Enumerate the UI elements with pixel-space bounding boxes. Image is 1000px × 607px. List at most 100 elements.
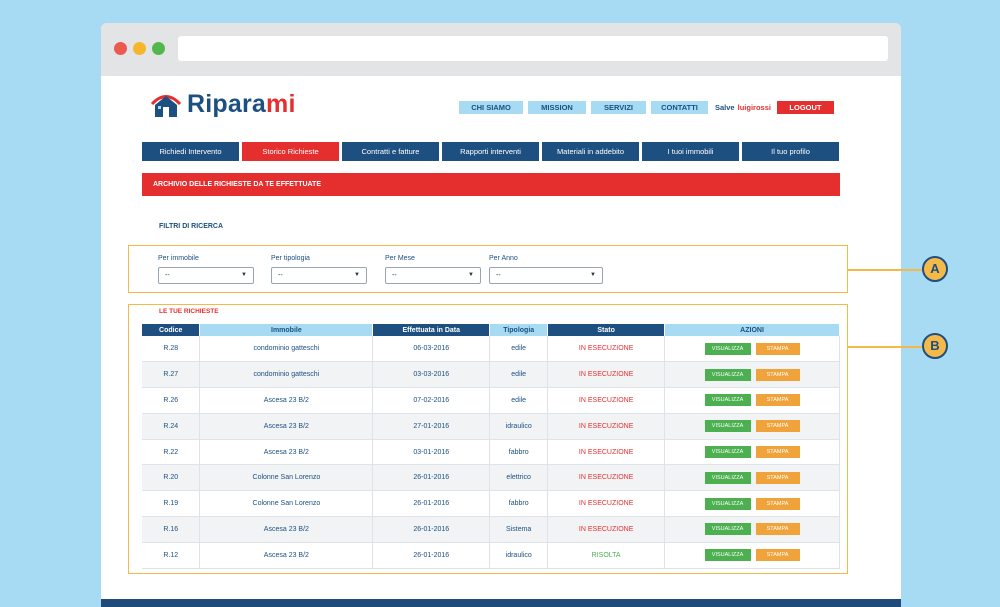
cell-stato: RISOLTA — [547, 542, 666, 569]
minimize-window-dot[interactable] — [133, 42, 146, 55]
stampa-button[interactable]: STAMPA — [755, 446, 800, 459]
cell-data: 03-01-2016 — [372, 439, 491, 466]
cell-data: 26-01-2016 — [372, 516, 491, 543]
filter-tipologia-select[interactable]: -- ▼ — [271, 267, 367, 284]
nav-contatti[interactable]: CONTATTI — [651, 101, 708, 114]
cell-immobile: condominio gatteschi — [199, 361, 374, 389]
cell-stato: IN ESECUZIONE — [547, 439, 666, 466]
logout-button[interactable]: LOGOUT — [776, 101, 834, 114]
tab-tuoi-immobili[interactable]: I tuoi immobili — [642, 142, 739, 161]
table-row[interactable]: R.27 condominio gatteschi 03-03-2016 edile I… — [142, 361, 840, 389]
highlight-box-b — [128, 304, 848, 574]
cell-azioni: VISUALIZZA STAMPA — [664, 413, 840, 440]
list-title: LE TUE RICHIESTE — [159, 308, 219, 315]
stampa-button[interactable]: STAMPA — [755, 420, 800, 433]
visualizza-button[interactable]: VISUALIZZA — [704, 342, 751, 355]
filter-anno: Per Anno -- ▼ — [489, 255, 603, 284]
filter-mese-select[interactable]: -- ▼ — [385, 267, 481, 284]
maximize-window-dot[interactable] — [152, 42, 165, 55]
marker-b: B — [922, 333, 948, 359]
stampa-button[interactable]: STAMPA — [755, 523, 800, 536]
stampa-button[interactable]: STAMPA — [755, 549, 800, 562]
highlight-box-a — [128, 245, 848, 293]
cell-codice: R.12 — [142, 542, 201, 569]
tab-richiedi-intervento[interactable]: Richiedi Intervento — [142, 142, 239, 161]
address-bar[interactable] — [178, 36, 888, 61]
cell-immobile: Ascesa 23 B/2 — [199, 439, 374, 466]
stampa-button[interactable]: STAMPA — [755, 368, 800, 381]
table-row[interactable]: R.19 Colonne San Lorenzo 26-01-2016 fabbro I… — [142, 490, 840, 518]
visualizza-button[interactable]: VISUALIZZA — [704, 523, 751, 536]
cell-codice: R.26 — [142, 387, 201, 414]
cell-tipologia: fabbro — [489, 439, 549, 466]
cell-tipologia: Sistema — [489, 516, 549, 543]
cell-azioni: VISUALIZZA STAMPA — [664, 439, 840, 466]
table-row[interactable]: R.12 Ascesa 23 B/2 26-01-2016 idraulico RISO… — [142, 542, 840, 569]
table-row[interactable]: R.24 Ascesa 23 B/2 27-01-2016 idraulico IN E… — [142, 413, 840, 440]
chevron-down-icon: ▼ — [590, 272, 596, 278]
cell-data: 07-02-2016 — [372, 387, 491, 414]
marker-b-line — [848, 346, 922, 348]
visualizza-button[interactable]: VISUALIZZA — [704, 497, 751, 510]
visualizza-button[interactable]: VISUALIZZA — [704, 446, 751, 459]
greeting: Salve — [715, 103, 735, 112]
cell-immobile: Colonne San Lorenzo — [199, 464, 374, 492]
top-navigation: CHI SIAMO MISSION SERVIZI CONTATTI Salve… — [459, 101, 834, 114]
cell-azioni: VISUALIZZA STAMPA — [664, 464, 840, 492]
cell-azioni: VISUALIZZA STAMPA — [664, 542, 840, 569]
header-codice[interactable]: Codice — [142, 324, 201, 336]
username[interactable]: luigirossi — [737, 103, 771, 112]
logo[interactable]: Riparami — [149, 89, 296, 119]
cell-data: 26-01-2016 — [372, 464, 491, 492]
cell-stato: IN ESECUZIONE — [547, 361, 666, 389]
cell-stato: IN ESECUZIONE — [547, 464, 666, 492]
visualizza-button[interactable]: VISUALIZZA — [704, 368, 751, 381]
table-row[interactable]: R.28 condominio gatteschi 06-03-2016 edile I… — [142, 336, 840, 363]
table-row[interactable]: R.20 Colonne San Lorenzo 26-01-2016 elettri… — [142, 464, 840, 492]
visualizza-button[interactable]: VISUALIZZA — [704, 420, 751, 433]
cell-codice: R.16 — [142, 516, 201, 543]
stampa-button[interactable]: STAMPA — [755, 394, 800, 407]
table-row[interactable]: R.26 Ascesa 23 B/2 07-02-2016 edile IN ESECU… — [142, 387, 840, 414]
main-navigation: Richiedi Intervento Storico Richieste Co… — [142, 142, 842, 161]
cell-data: 06-03-2016 — [372, 336, 491, 363]
visualizza-button[interactable]: VISUALIZZA — [704, 549, 751, 562]
cell-immobile: Ascesa 23 B/2 — [199, 516, 374, 543]
cell-stato: IN ESECUZIONE — [547, 490, 666, 518]
stampa-button[interactable]: STAMPA — [755, 497, 800, 510]
cell-immobile: Colonne San Lorenzo — [199, 490, 374, 518]
cell-codice: R.22 — [142, 439, 201, 466]
table-row[interactable]: R.22 Ascesa 23 B/2 03-01-2016 fabbro IN ESEC… — [142, 439, 840, 466]
stampa-button[interactable]: STAMPA — [755, 342, 800, 355]
table-row[interactable]: R.16 Ascesa 23 B/2 26-01-2016 Sistema IN ESE… — [142, 516, 840, 543]
header-stato[interactable]: Stato — [547, 324, 666, 336]
tab-materiali-addebito[interactable]: Materiali in addebito — [542, 142, 639, 161]
nav-mission[interactable]: MISSION — [528, 101, 586, 114]
cell-azioni: VISUALIZZA STAMPA — [664, 387, 840, 414]
cell-tipologia: edile — [489, 336, 549, 363]
header-tipologia[interactable]: Tipologia — [489, 324, 549, 336]
table-header-row: Codice Immobile Effettuata in Data Tipol… — [142, 324, 840, 336]
tab-tuo-profilo[interactable]: Il tuo profilo — [742, 142, 839, 161]
cell-stato: IN ESECUZIONE — [547, 336, 666, 363]
nav-chi-siamo[interactable]: CHI SIAMO — [459, 101, 523, 114]
header-azioni: AZIONI — [664, 324, 840, 336]
tab-rapporti-interventi[interactable]: Rapporti interventi — [442, 142, 539, 161]
stampa-button[interactable]: STAMPA — [755, 471, 800, 484]
chevron-down-icon: ▼ — [468, 272, 474, 278]
close-window-dot[interactable] — [114, 42, 127, 55]
nav-servizi[interactable]: SERVIZI — [591, 101, 646, 114]
page-title-banner: ARCHIVIO DELLE RICHIESTE DA TE EFFETTUAT… — [142, 173, 840, 196]
filter-immobile-select[interactable]: -- ▼ — [158, 267, 254, 284]
cell-data: 26-01-2016 — [372, 490, 491, 518]
brand-name: Riparami — [187, 89, 296, 118]
tab-contratti-fatture[interactable]: Contratti e fatture — [342, 142, 439, 161]
visualizza-button[interactable]: VISUALIZZA — [704, 471, 751, 484]
cell-stato: IN ESECUZIONE — [547, 387, 666, 414]
filter-anno-select[interactable]: -- ▼ — [489, 267, 603, 284]
header-data[interactable]: Effettuata in Data — [372, 324, 491, 336]
header-immobile[interactable]: Immobile — [199, 324, 374, 336]
visualizza-button[interactable]: VISUALIZZA — [704, 394, 751, 407]
cell-immobile: Ascesa 23 B/2 — [199, 542, 374, 569]
tab-storico-richieste[interactable]: Storico Richieste — [242, 142, 339, 161]
